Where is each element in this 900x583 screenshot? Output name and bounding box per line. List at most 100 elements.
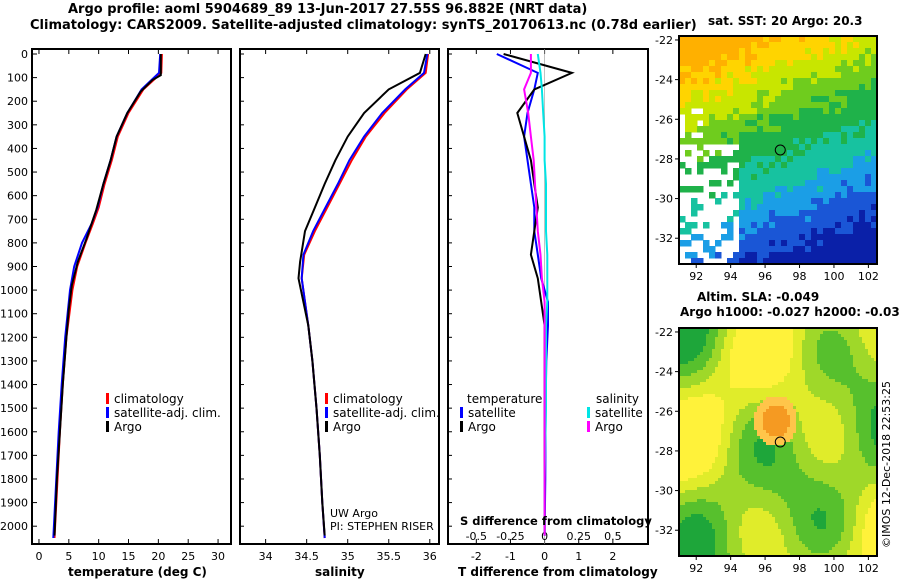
map-cell [733, 472, 737, 476]
map-cell [781, 424, 785, 428]
map-cell [760, 373, 764, 377]
map-cell [832, 394, 836, 398]
map-cell [685, 60, 692, 67]
map-cell [790, 403, 794, 407]
map-cell [862, 388, 866, 392]
map-cell [757, 367, 761, 371]
map-cell [760, 433, 764, 437]
map-cell [868, 478, 872, 482]
map-cell [682, 427, 686, 431]
map-cell [769, 466, 773, 470]
map-cell [838, 385, 842, 389]
map-cell [865, 204, 872, 211]
map-cell [691, 352, 695, 356]
map-cell [856, 391, 860, 395]
map-cell [718, 376, 722, 380]
map-cell [703, 403, 707, 407]
map-cell [835, 475, 839, 479]
map-cell [742, 466, 746, 470]
map-cell [859, 472, 863, 476]
map-cell [718, 385, 722, 389]
map-cell [847, 84, 854, 91]
map-cell [772, 427, 776, 431]
map-cell [715, 466, 719, 470]
map-cell [739, 216, 746, 223]
map-cell [703, 331, 707, 335]
map-cell [709, 448, 713, 452]
map-cell [763, 180, 770, 187]
map-cell [784, 364, 788, 368]
map-cell [802, 475, 806, 479]
map-cell [781, 382, 785, 386]
map-cell [694, 478, 698, 482]
map-cell [718, 439, 722, 443]
map-cell [739, 388, 743, 392]
map-cell [748, 352, 752, 356]
map-cell [763, 144, 770, 151]
map-cell [787, 358, 791, 362]
map-cell [844, 418, 848, 422]
map-cell [715, 84, 722, 91]
map-cell [793, 150, 800, 157]
map-cell [685, 415, 689, 419]
map-cell [775, 48, 782, 55]
map-cell [742, 460, 746, 464]
map-cell [865, 442, 869, 446]
map-cell [790, 343, 794, 347]
map-cell [826, 349, 830, 353]
map-cell [811, 186, 818, 193]
map-cell [772, 415, 776, 419]
map-cell [817, 78, 824, 85]
map-cell [826, 376, 830, 380]
map-cell [688, 445, 692, 449]
map-cell [712, 430, 716, 434]
map-cell [721, 114, 728, 121]
map-cell [703, 490, 707, 494]
map-cell [709, 84, 716, 91]
map-cell [820, 397, 824, 401]
map-cell [748, 463, 752, 467]
map-cell [844, 361, 848, 365]
map-cell [835, 90, 842, 97]
map-cell [709, 427, 713, 431]
map-cell [781, 376, 785, 380]
map-cell [763, 487, 767, 491]
map-cell [742, 478, 746, 482]
map-cell [859, 198, 866, 205]
map-cell [862, 436, 866, 440]
map-cell [841, 186, 848, 193]
map-cell [691, 397, 695, 401]
map-cell [763, 72, 770, 79]
map-cell [808, 340, 812, 344]
map-cell [865, 162, 872, 169]
map-cell [766, 478, 770, 482]
map-cell [814, 391, 818, 395]
map-cell [796, 409, 800, 413]
map-cell [805, 252, 812, 259]
map-cell [691, 490, 695, 494]
map-cell [787, 379, 791, 383]
map-cell [736, 412, 740, 416]
map-cell [790, 478, 794, 482]
map-cell [685, 484, 689, 488]
map-cell [718, 415, 722, 419]
map-cell [745, 192, 752, 199]
map-cell [769, 493, 773, 497]
map-cell [739, 445, 743, 449]
map-cell [787, 469, 791, 473]
map-cell [691, 484, 695, 488]
map-cell [739, 186, 746, 193]
map-cell [724, 484, 728, 488]
map-cell [733, 349, 737, 353]
map-cell [778, 430, 782, 434]
legend-argo: Argo [106, 420, 142, 434]
map-cell [775, 162, 782, 169]
map-cell [862, 433, 866, 437]
map-cell [826, 358, 830, 362]
map-cell [868, 349, 872, 353]
map-cell [763, 331, 767, 335]
map-cell [700, 409, 704, 413]
map-cell [721, 418, 725, 422]
depth-tick-label: 1800 [0, 473, 28, 486]
map-cell [706, 451, 710, 455]
